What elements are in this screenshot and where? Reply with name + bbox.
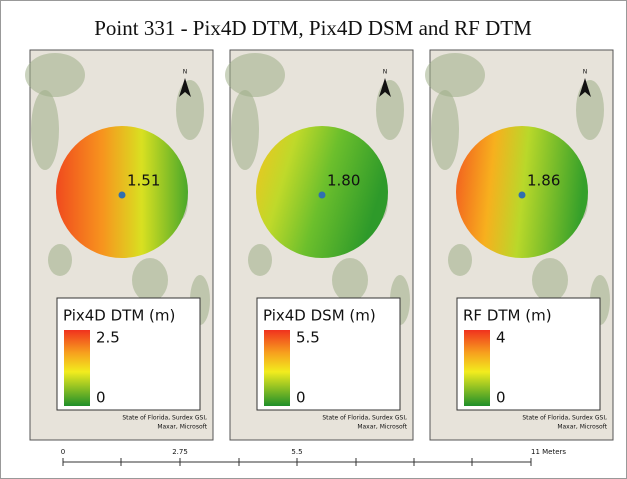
title: Point 331 - Pix4D DTM, Pix4D DSM and RF … [94,16,532,40]
legend-max: 2.5 [96,329,120,347]
map-panel: 1.51 N Pix4D DTM (m) 2.5 0 State of Florida, … [25,50,213,440]
vegetation [176,80,204,140]
scale-label: 5.5 [291,448,302,456]
legend-min: 0 [296,389,306,407]
attribution: State of Florida, Surdex GSI, [522,415,607,422]
point [319,192,326,199]
point [519,192,526,199]
legend-max: 5.5 [296,329,320,347]
vegetation [576,80,604,140]
vegetation [25,53,85,97]
vegetation [532,258,568,302]
map-panel: 1.80 N Pix4D DSM (m) 5.5 0 State of Florida, … [225,50,413,440]
attribution: Maxar, Microsoft [557,424,607,431]
attribution: State of Florida, Surdex GSI, [122,415,207,422]
scale-label: 2.75 [172,448,188,456]
attribution: Maxar, Microsoft [357,424,407,431]
figure: Point 331 - Pix4D DTM, Pix4D DSM and RF … [0,0,627,479]
point-value: 1.86 [527,172,560,190]
point-value: 1.80 [327,172,360,190]
vegetation [425,53,485,97]
point-value: 1.51 [127,172,160,190]
vegetation [448,244,472,276]
vegetation [31,90,59,170]
north-label: N [383,69,388,76]
legend-ramp [264,330,290,406]
north-label: N [183,69,188,76]
vegetation [132,258,168,302]
legend-ramp [64,330,90,406]
vegetation [231,90,259,170]
legend-max: 4 [496,329,506,347]
attribution: State of Florida, Surdex GSI, [322,415,407,422]
vegetation [48,244,72,276]
map-panel: 1.86 N RF DTM (m) 4 0 State of Florida, Surde… [425,50,613,440]
vegetation [376,80,404,140]
vegetation [332,258,368,302]
legend-title: Pix4D DTM (m) [63,307,175,325]
attribution: Maxar, Microsoft [157,424,207,431]
vegetation [248,244,272,276]
legend-title: RF DTM (m) [463,307,552,325]
north-label: N [583,69,588,76]
legend-min: 0 [496,389,506,407]
scale-label: 0 [61,448,65,456]
legend-min: 0 [96,389,106,407]
scale-label: 11 Meters [531,448,566,456]
vegetation [431,90,459,170]
legend-ramp [464,330,490,406]
legend-title: Pix4D DSM (m) [263,307,376,325]
vegetation [225,53,285,97]
point [119,192,126,199]
